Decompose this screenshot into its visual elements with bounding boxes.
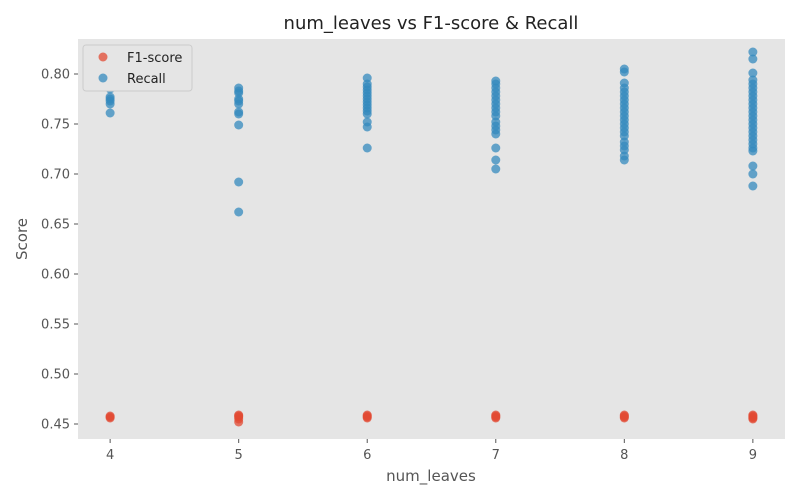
data-point-recall <box>619 78 629 88</box>
data-point-recall <box>491 155 501 165</box>
legend-label-f1-score: F1-score <box>127 51 182 66</box>
x-tick-label: 4 <box>106 448 114 463</box>
y-axis-label: Score <box>13 218 31 260</box>
x-axis-label: num_leaves <box>386 467 476 486</box>
data-point-recall <box>748 161 758 171</box>
data-point-recall <box>491 76 501 86</box>
data-point-recall <box>105 108 115 118</box>
data-point-recall <box>748 47 758 57</box>
x-tick-label: 6 <box>363 448 371 463</box>
data-points <box>105 47 758 427</box>
y-tick-label: 0.65 <box>41 218 70 233</box>
data-point-recall <box>362 143 372 153</box>
y-axis: 0.45 0.50 0.55 0.60 0.65 0.70 0.75 0.80 <box>41 68 78 433</box>
y-tick-label: 0.80 <box>41 68 70 83</box>
data-point-recall <box>619 64 629 74</box>
y-tick-label: 0.45 <box>41 418 70 433</box>
data-point-recall <box>748 169 758 179</box>
legend-marker-recall <box>98 73 108 83</box>
data-point-recall <box>234 107 244 117</box>
data-point-recall <box>748 75 758 85</box>
data-point-recall <box>748 54 758 64</box>
y-tick-label: 0.60 <box>41 268 70 283</box>
x-tick-label: 8 <box>620 448 628 463</box>
y-tick-label: 0.75 <box>41 118 70 133</box>
x-tick-label: 7 <box>492 448 500 463</box>
legend: F1-score Recall <box>82 44 193 92</box>
legend-label-recall: Recall <box>127 72 166 87</box>
data-point-recall <box>491 143 501 153</box>
data-point-f1-score <box>491 410 501 420</box>
data-point-f1-score <box>234 410 244 420</box>
data-point-recall <box>234 120 244 130</box>
data-point-f1-score <box>619 410 629 420</box>
data-point-recall <box>748 68 758 78</box>
chart-title: num_leaves vs F1-score & Recall <box>284 13 579 34</box>
plot-area <box>78 39 785 439</box>
x-tick-label: 9 <box>749 448 757 463</box>
y-tick-label: 0.55 <box>41 318 70 333</box>
data-point-recall <box>234 177 244 187</box>
y-tick-label: 0.50 <box>41 368 70 383</box>
data-point-f1-score <box>105 411 115 421</box>
y-tick-label: 0.70 <box>41 168 70 183</box>
data-point-recall <box>491 164 501 174</box>
data-point-recall <box>234 207 244 217</box>
x-tick-label: 5 <box>235 448 243 463</box>
data-point-recall <box>362 73 372 83</box>
data-point-recall <box>105 92 115 102</box>
legend-marker-f1-score <box>98 52 108 62</box>
data-point-recall <box>748 181 758 191</box>
data-point-f1-score <box>362 410 372 420</box>
data-point-recall <box>234 83 244 93</box>
x-axis: 4 5 6 7 8 9 <box>106 439 757 463</box>
legend-box <box>82 44 193 92</box>
data-point-f1-score <box>748 410 758 420</box>
data-point-recall <box>362 117 372 127</box>
